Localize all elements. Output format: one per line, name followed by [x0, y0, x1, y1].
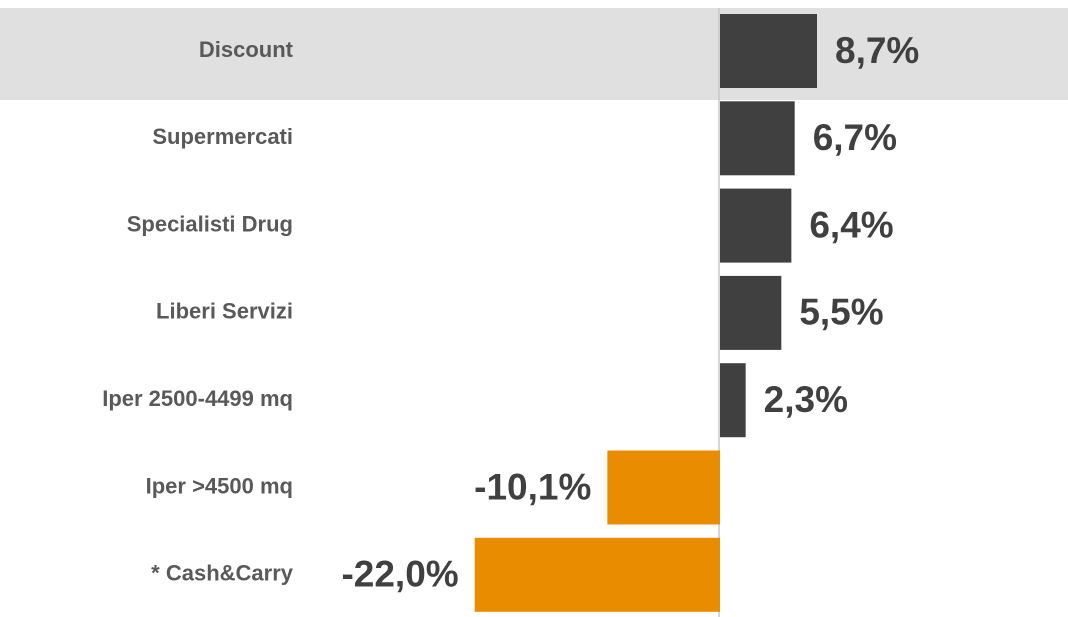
- highlight-band: [0, 8, 1068, 100]
- category-label: Specialisti Drug: [127, 211, 293, 236]
- bar: [720, 275, 782, 350]
- bar: [607, 450, 720, 525]
- value-label: -22,0%: [341, 554, 458, 595]
- bar: [720, 14, 818, 88]
- bar: [474, 537, 720, 612]
- value-label: 8,7%: [835, 30, 919, 71]
- category-label: Liberi Servizi: [156, 299, 293, 324]
- bar: [720, 188, 792, 263]
- value-label: -10,1%: [474, 466, 591, 507]
- category-label: Iper 2500-4499 mq: [102, 386, 293, 411]
- bar: [720, 101, 795, 176]
- category-label: Discount: [199, 37, 294, 62]
- category-label: Supermercati: [152, 124, 293, 149]
- value-label: 6,4%: [809, 204, 893, 245]
- value-label: 5,5%: [799, 292, 883, 333]
- category-label: * Cash&Carry: [151, 561, 294, 586]
- value-label: 2,3%: [764, 379, 848, 420]
- bar: [720, 363, 746, 438]
- category-label: Iper >4500 mq: [146, 473, 293, 498]
- value-label: 6,7%: [813, 117, 897, 158]
